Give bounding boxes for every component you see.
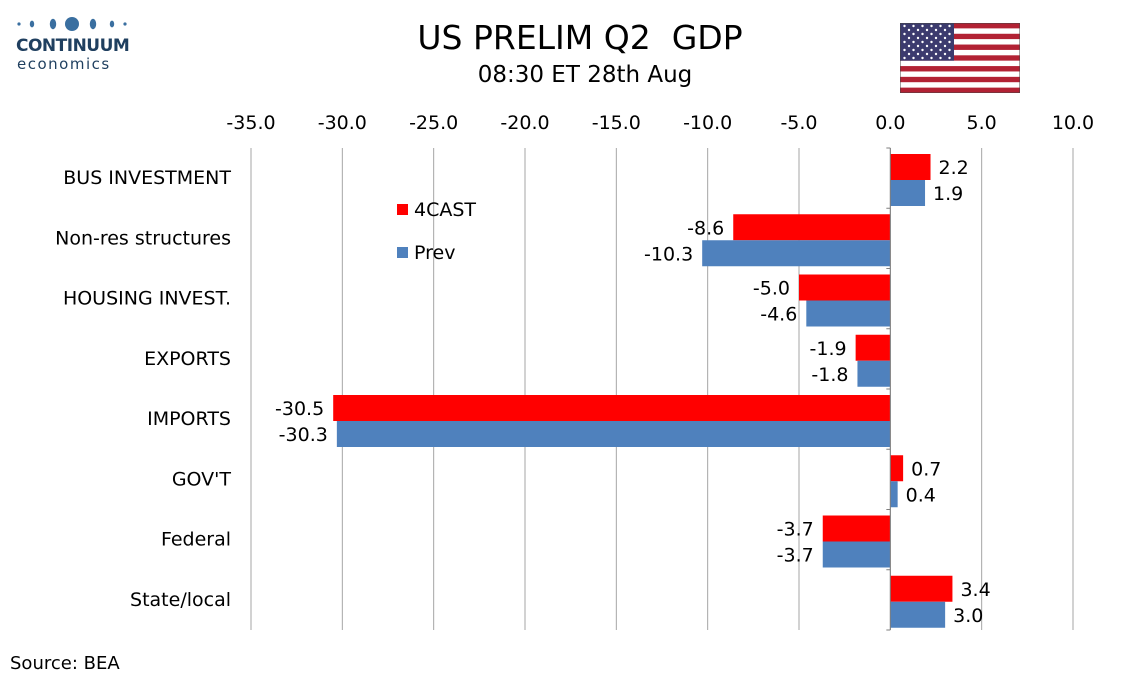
- bar-prev: [806, 300, 891, 327]
- chart-subtitle: 08:30 ET 28th Aug: [477, 62, 693, 88]
- category-label: HOUSING INVEST.: [63, 288, 231, 310]
- bar-4cast: [890, 154, 931, 180]
- bar-4cast: [822, 515, 891, 542]
- data-label: -1.8: [811, 364, 848, 386]
- source-note: Source: BEA: [10, 653, 120, 674]
- category-label: IMPORTS: [147, 408, 231, 430]
- legend-swatch-prev: [397, 247, 408, 258]
- x-tick-label: -30.0: [318, 112, 367, 134]
- data-label: 0.4: [906, 484, 936, 506]
- chart-title: US PRELIM Q2 GDP: [417, 18, 743, 57]
- bar-4cast: [333, 395, 891, 421]
- data-label: -5.0: [753, 278, 790, 300]
- data-label: 3.4: [960, 579, 990, 601]
- bar-4cast: [855, 334, 891, 361]
- category-label: Federal: [161, 529, 231, 551]
- x-tick-label: -20.0: [500, 112, 549, 134]
- data-label: 1.9: [933, 183, 963, 205]
- bar-4cast: [890, 455, 904, 482]
- bar-prev: [890, 601, 946, 628]
- legend-swatch-4cast: [397, 204, 408, 215]
- category-label: EXPORTS: [144, 348, 231, 370]
- data-label: -4.6: [760, 304, 797, 326]
- x-tick-label: -10.0: [683, 112, 732, 134]
- bar-prev: [890, 180, 926, 206]
- continuum-economics-logo: [17, 17, 127, 31]
- category-label: Non-res structures: [55, 227, 231, 249]
- data-label: 0.7: [911, 458, 941, 480]
- bar-4cast: [733, 214, 891, 241]
- us-flag-icon: [900, 23, 1020, 93]
- legend-label-4cast: 4CAST: [414, 199, 476, 221]
- bar-4cast: [890, 575, 953, 602]
- category-label: GOV'T: [172, 468, 232, 490]
- x-tick-label: -25.0: [409, 112, 458, 134]
- data-label: -30.3: [279, 424, 328, 446]
- data-label: 3.0: [953, 605, 983, 627]
- bar-prev: [890, 481, 898, 508]
- bar-prev: [702, 240, 891, 267]
- data-label: -8.6: [687, 217, 724, 239]
- x-tick-label: -35.0: [226, 112, 275, 134]
- bar-4cast: [799, 274, 891, 301]
- logo-subtitle: economics: [17, 55, 111, 73]
- category-label: BUS INVESTMENT: [63, 167, 231, 189]
- x-tick-label: -15.0: [592, 112, 641, 134]
- x-tick-label: 10.0: [1052, 112, 1094, 134]
- bar-prev: [822, 541, 891, 568]
- category-label: State/local: [130, 589, 231, 611]
- data-label: 2.2: [939, 157, 969, 179]
- data-label: -10.3: [644, 243, 693, 265]
- data-label: -3.7: [777, 545, 814, 567]
- x-tick-label: 0.0: [875, 112, 905, 134]
- x-tick-label: 5.0: [967, 112, 997, 134]
- data-label: -30.5: [275, 398, 324, 420]
- data-label: -3.7: [777, 519, 814, 541]
- x-tick-label: -5.0: [780, 112, 817, 134]
- bar-prev: [857, 360, 891, 387]
- logo-name: CONTINUUM: [16, 36, 130, 56]
- bar-prev: [336, 421, 891, 447]
- data-label: -1.9: [810, 338, 847, 360]
- legend-label-prev: Prev: [414, 242, 455, 264]
